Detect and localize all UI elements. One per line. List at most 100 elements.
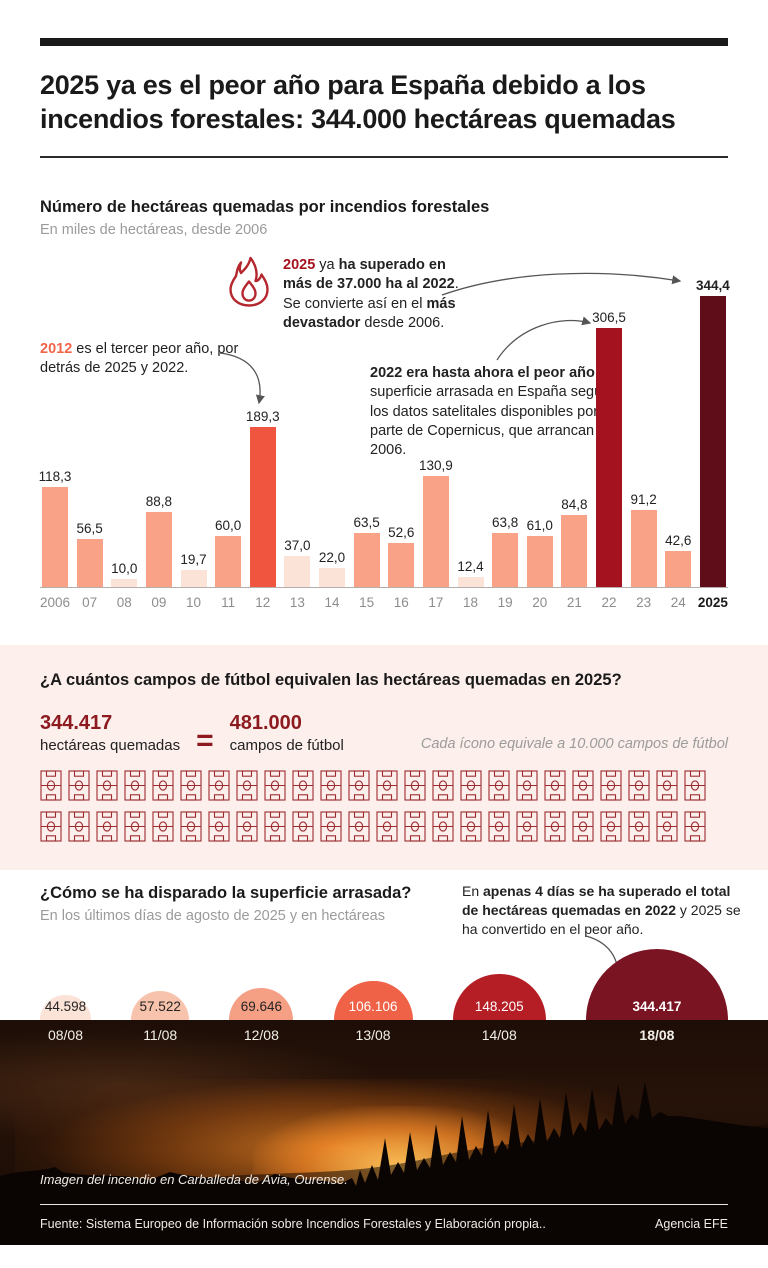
football-section-title: ¿A cuántos campos de fútbol equivalen la…: [40, 671, 622, 690]
semicircle-18/08: 344.417: [585, 949, 728, 1021]
football-field-icon: [684, 770, 706, 801]
year-label: 10: [185, 595, 202, 611]
football-field-icon: [684, 811, 706, 842]
football-field-grid: [40, 770, 728, 842]
football-field-icon: [180, 811, 202, 842]
football-field-icon: [404, 811, 426, 842]
football-field-icon: [124, 811, 146, 842]
semicircle-value: 148.205: [474, 999, 524, 1015]
bar-value-label: 42,6: [665, 533, 692, 549]
source-text: Fuente: Sistema Europeo de Información s…: [40, 1217, 546, 1232]
football-field-icon: [68, 770, 90, 801]
bar: [665, 551, 692, 588]
year-label: 07: [82, 595, 98, 611]
bar-chart-title: Número de hectáreas quemadas por incendi…: [40, 198, 490, 217]
bar-13: 37,0: [282, 538, 312, 588]
year-label: 08: [116, 595, 132, 611]
fields-value: 481.000: [229, 712, 302, 735]
year-label: 21: [566, 595, 582, 611]
bar-value-label: 63,5: [353, 515, 380, 531]
arrow-to-2012-bar: [219, 352, 265, 405]
wildfire-photo: 08/08 11/08 12/08 13/08 14/08 18/08 Imagen de…: [0, 1020, 768, 1246]
football-field-icon: [152, 770, 174, 801]
football-field-icon: [544, 811, 566, 842]
bar-value-label: 189,3: [245, 409, 280, 425]
bar: [630, 509, 657, 588]
bar-value-label: 91,2: [630, 491, 657, 507]
football-field-icon: [236, 811, 258, 842]
year-label: 12: [255, 595, 271, 611]
semicircle-12/08: 69.646: [229, 988, 294, 1021]
equals-sign: =: [196, 724, 214, 758]
year-label: 2025: [697, 595, 728, 611]
year-label: 2006: [40, 595, 71, 611]
football-section: ¿A cuántos campos de fútbol equivalen la…: [0, 645, 768, 871]
date-label: 11/08: [143, 1027, 178, 1044]
football-field-icon: [68, 811, 90, 842]
footer: Fuente: Sistema Europeo de Información s…: [40, 1217, 728, 1231]
football-field-icon: [600, 811, 622, 842]
arrow-to-2025-bar: [441, 272, 682, 296]
bar-chart: 2025 ya ha superado en más de 37.000 ha …: [39, 252, 730, 610]
date-label: 08/08: [47, 1027, 84, 1044]
date-label: 13/08: [355, 1027, 391, 1044]
bar-15: 63,5: [352, 515, 382, 588]
bar: [284, 555, 311, 588]
bar-chart-subtitle: En miles de hectáreas, desde 2006: [40, 222, 268, 239]
football-field-icon: [376, 770, 398, 801]
bar-value-label: 19,7: [180, 552, 207, 568]
bar: [111, 578, 138, 588]
fields-stat: 481.000 campos de fútbol: [230, 712, 344, 754]
football-field-icon: [236, 770, 258, 801]
year-label: 22: [601, 595, 617, 611]
bar-08: 10,0: [109, 561, 139, 588]
bar-12: 189,3: [245, 409, 280, 588]
date-label: 14/08: [481, 1027, 517, 1044]
date-label: 18/08: [639, 1027, 675, 1044]
football-field-icon: [628, 770, 650, 801]
bar-value-label: 61,0: [526, 517, 553, 533]
football-field-icon: [320, 811, 342, 842]
bar: [42, 487, 68, 588]
football-field-icon: [656, 770, 678, 801]
bar-07: 56,5: [75, 521, 105, 588]
bar-17: 130,9: [419, 458, 453, 588]
football-field-icon: [292, 770, 314, 801]
bar-value-label: 63,8: [491, 515, 519, 531]
flame-icon: [229, 256, 269, 307]
bar: [180, 570, 207, 588]
x-axis-labels: 2006 07 08 09 10 11 12 13 14 15 16 17 18 19 20 21 22 23 24…: [40, 595, 728, 610]
semicircle-value: 69.646: [240, 999, 283, 1015]
annotation-4-days: En apenas 4 días se ha superado el total…: [462, 883, 741, 937]
bar: [215, 536, 242, 588]
bar-value-label: 22,0: [318, 550, 346, 566]
football-field-icon: [264, 770, 286, 801]
football-field-icon: [656, 811, 678, 842]
bar-value-label: 88,8: [145, 494, 173, 510]
timeline-dates: 08/08 11/08 12/08 13/08 14/08 18/08: [40, 1027, 728, 1043]
year-label: 24: [670, 595, 686, 611]
semicircle-14/08: 148.205: [452, 973, 546, 1021]
bar: [561, 515, 588, 588]
semicircle-value: 106.106: [348, 999, 398, 1015]
bar-value-label: 52,6: [388, 524, 415, 540]
bar: [145, 512, 172, 588]
semicircle-value: 44.598: [44, 999, 87, 1015]
bar-value-label: 56,5: [76, 521, 103, 537]
football-field-icon: [376, 811, 398, 842]
bar: [526, 535, 553, 588]
bar: [319, 568, 345, 588]
bar: [457, 576, 484, 588]
bar-18: 12,4: [456, 559, 486, 588]
bar-16: 52,6: [386, 524, 416, 588]
bar: [596, 328, 622, 588]
year-label: 15: [359, 595, 375, 611]
football-field-icon: [600, 770, 622, 801]
football-field-icon: [460, 770, 482, 801]
year-label: 13: [289, 595, 305, 611]
football-field-icon: [292, 811, 314, 842]
year-label: 11: [221, 595, 236, 611]
football-field-icon: [572, 811, 594, 842]
football-field-icon: [404, 770, 426, 801]
bar: [492, 533, 519, 588]
